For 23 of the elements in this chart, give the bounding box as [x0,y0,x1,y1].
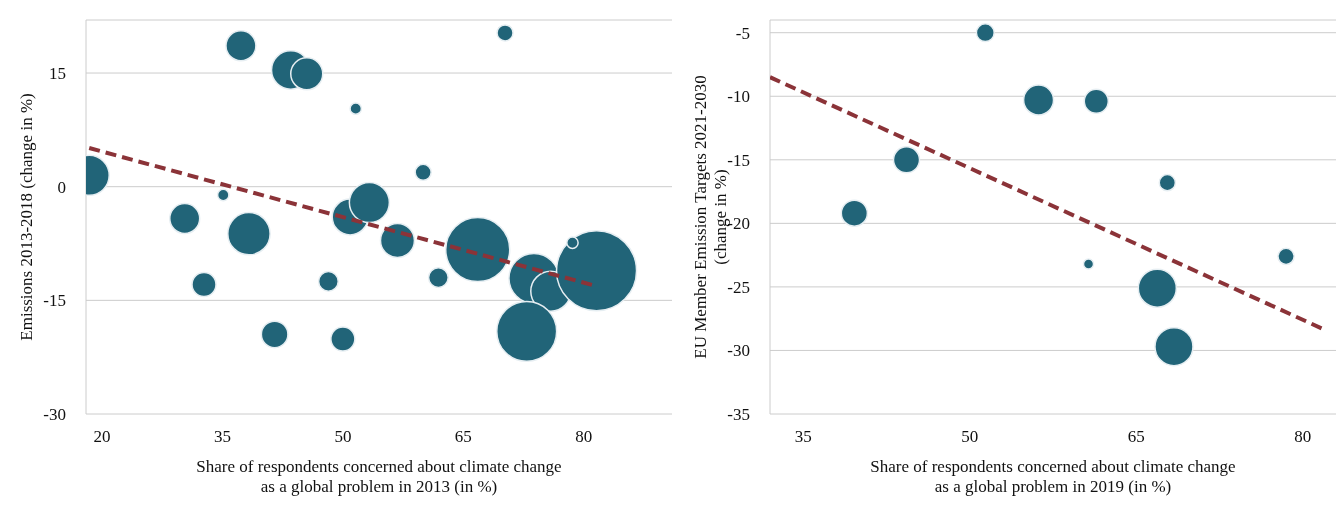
y-tick-label: -15 [43,291,66,311]
y-tick-label: -30 [727,341,750,361]
x-axis-title: Share of respondents concerned about climate change as a global problem in 2019 (in %) [870,457,1236,496]
x-tick-label: 80 [575,427,593,447]
y-tick-label: -5 [735,23,750,43]
y-tick-label: -20 [727,214,750,234]
y-tick-label: 15 [49,64,66,84]
x-tick-label: 80 [1294,427,1312,447]
y-tick-label: -25 [727,277,750,297]
y-tick-label: -15 [727,150,750,170]
y-tick-label: -30 [43,405,66,425]
x-tick-label: 50 [334,427,352,447]
x-tick-label: 65 [1127,427,1145,447]
y-tick-label: -10 [727,87,750,107]
x-tick-label: 65 [454,427,472,447]
x-tick-label: 20 [93,427,111,447]
x-tick-label: 35 [794,427,812,447]
y-tick-label: -35 [727,405,750,425]
y-axis-title: Emissions 2013-2018 (change in %) [17,93,36,341]
x-tick-label: 35 [213,427,231,447]
y-tick-label: 0 [57,177,66,197]
x-axis-title: Share of respondents concerned about climate change as a global problem in 2013 (in %) [196,457,562,496]
x-tick-label: 50 [961,427,979,447]
